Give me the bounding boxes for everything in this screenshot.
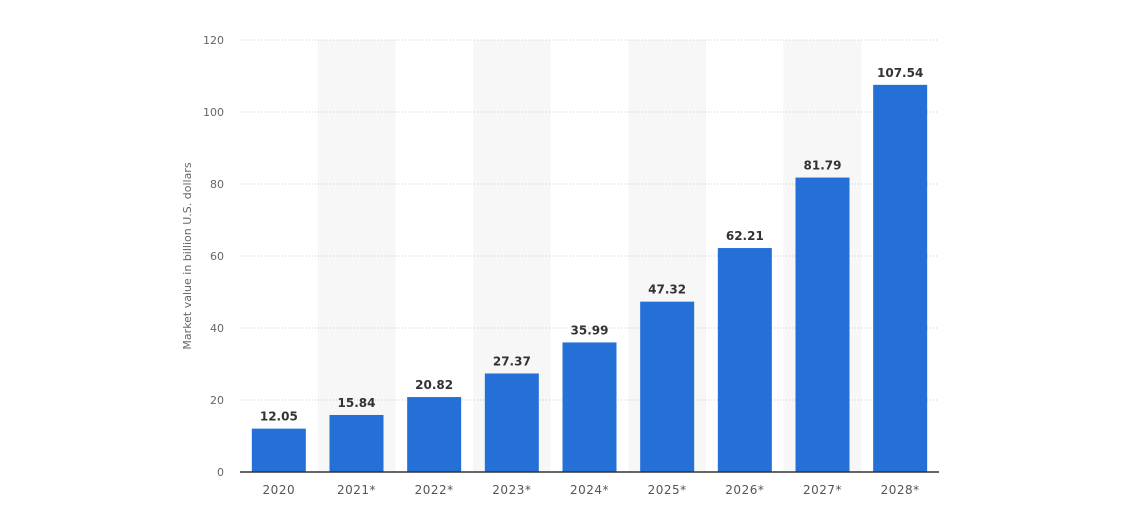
- data-label: 12.05: [260, 410, 298, 424]
- bar-2027[interactable]: [795, 177, 850, 472]
- bar-2028[interactable]: [873, 84, 928, 472]
- x-tick-label: 2026*: [725, 483, 764, 497]
- x-tick-label: 2028*: [881, 483, 920, 497]
- data-label: 15.84: [338, 396, 376, 410]
- x-tick-label: 2025*: [648, 483, 687, 497]
- data-label: 20.82: [415, 378, 453, 392]
- bar-2020[interactable]: [251, 428, 306, 472]
- bar-2025[interactable]: [640, 301, 695, 472]
- x-tick-label: 2024*: [570, 483, 609, 497]
- data-label: 62.21: [726, 229, 764, 243]
- y-tick-label: 20: [210, 394, 224, 407]
- y-tick-label: 60: [210, 250, 224, 263]
- data-label: 35.99: [571, 323, 609, 337]
- y-tick-label: 80: [210, 178, 224, 191]
- y-tick-label: 0: [217, 466, 224, 479]
- bar-2024[interactable]: [562, 342, 617, 472]
- x-tick-label: 2027*: [803, 483, 842, 497]
- x-tick-label: 2021*: [337, 483, 376, 497]
- data-label: 27.37: [493, 354, 531, 368]
- y-tick-label: 120: [203, 34, 224, 47]
- bar-2023[interactable]: [484, 373, 539, 472]
- data-label: 81.79: [804, 159, 842, 173]
- x-tick-label: 2023*: [492, 483, 531, 497]
- bars: 12.05 2020 15.84 2021* 20.82 2022* 27.37 2023* 3…: [240, 66, 939, 497]
- y-axis-label: Market value in billion U.S. dollars: [181, 162, 194, 349]
- data-label: 47.32: [648, 283, 686, 297]
- bar-2026[interactable]: [717, 248, 772, 472]
- x-tick-label: 2020: [263, 483, 296, 497]
- bar-2022[interactable]: [407, 397, 462, 472]
- bar-2021[interactable]: [329, 414, 384, 472]
- y-tick-label: 100: [203, 106, 224, 119]
- x-tick-label: 2022*: [415, 483, 454, 497]
- data-label: 107.54: [877, 66, 923, 80]
- y-tick-label: 40: [210, 322, 224, 335]
